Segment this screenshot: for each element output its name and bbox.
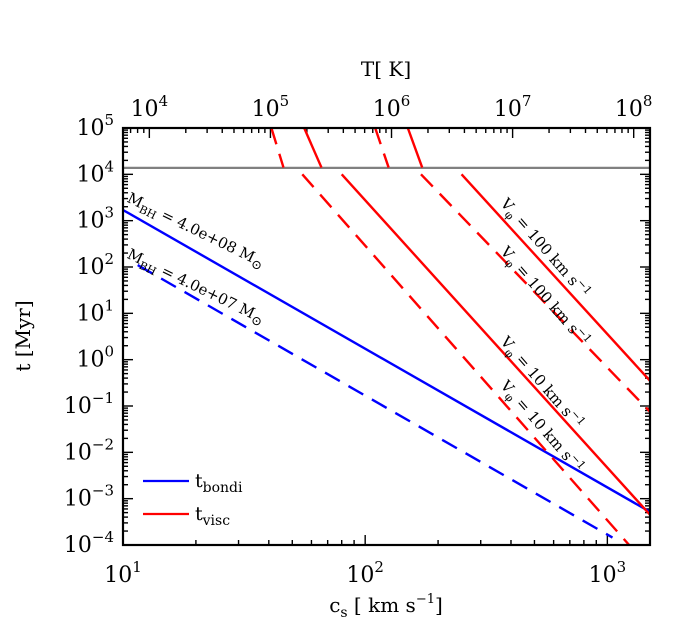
tick-labels: 101 102 103 105 104 103 102 101 100 10−1 10−2 10−3 1…	[64, 92, 653, 588]
legend-tbondi-label: tbondi	[195, 470, 243, 496]
tvisc-top-3	[374, 128, 390, 168]
tvisc-100-dashed	[420, 173, 650, 413]
top-tick-label: 107	[494, 92, 532, 122]
y-tick-label: 105	[76, 111, 114, 141]
y-tick-label: 102	[76, 250, 114, 280]
y-tick-label: 100	[76, 343, 114, 373]
y-tick-label: 104	[76, 157, 114, 187]
tbondi-4e7	[137, 264, 614, 539]
tvisc-top-1	[303, 128, 323, 169]
top-tick-label: 104	[131, 92, 169, 122]
y-axis-label: t [Myr]	[11, 300, 35, 371]
annotation-layer: MBH = 4.0e+08 M⊙MBH = 4.0e+07 M⊙Vφ = 100…	[124, 189, 594, 472]
legend: tbondi tvisc	[143, 470, 243, 529]
x-tick-label: 101	[104, 558, 142, 588]
tvisc-top-4	[406, 128, 424, 168]
top-axis-label: T[ K]	[361, 57, 411, 81]
y-tick-label: 10−4	[64, 528, 114, 558]
series-layer	[123, 128, 650, 545]
y-tick-label: 10−1	[64, 389, 114, 419]
x-tick-label: 102	[346, 558, 384, 588]
top-tick-label: 106	[373, 92, 411, 122]
x-tick-label: 103	[589, 558, 627, 588]
top-tick-label: 105	[252, 92, 290, 122]
legend-tvisc-label: tvisc	[195, 503, 230, 529]
y-tick-label: 10−3	[64, 482, 114, 512]
tvisc-top-2	[270, 128, 285, 168]
top-tick-label: 108	[615, 92, 653, 122]
tvisc-10-solid	[340, 173, 650, 516]
y-tick-label: 103	[76, 204, 114, 234]
tbondi-4e8	[123, 208, 650, 513]
tvisc-100-solid	[460, 173, 650, 382]
x-axis-label: cs [ km s−1]	[329, 592, 443, 621]
y-tick-label: 10−2	[64, 435, 114, 465]
plot-frame	[121, 126, 652, 547]
y-tick-label: 101	[76, 296, 114, 326]
tvisc-10-dashed	[301, 173, 631, 545]
